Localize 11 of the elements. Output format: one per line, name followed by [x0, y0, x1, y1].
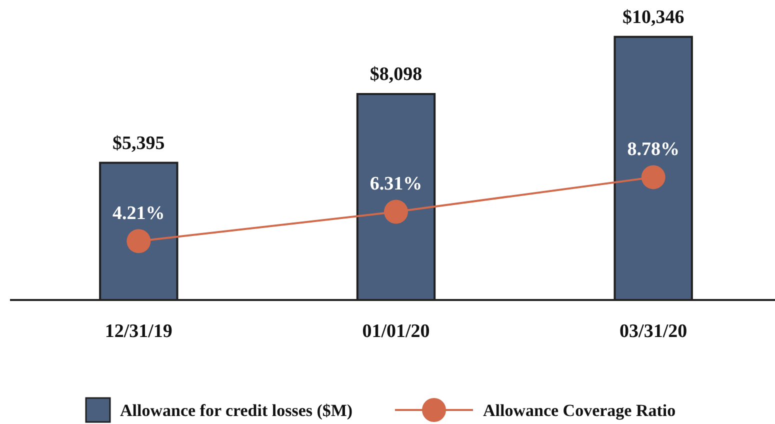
data-label: $8,098 [370, 64, 422, 86]
data-label: $5,395 [112, 132, 165, 154]
data-label: 8.78% [627, 139, 680, 160]
data-label: $10,346 [622, 6, 684, 28]
legend-label: Allowance for credit losses ($M) [120, 401, 353, 420]
data-label: 6.31% [370, 174, 422, 195]
x-tick-label: 01/01/20 [362, 321, 430, 342]
legend-label: Allowance Coverage Ratio [483, 401, 676, 420]
x-tick-label: 12/31/19 [104, 321, 172, 342]
x-tick-label: 03/31/20 [620, 321, 688, 342]
data-label: 4.21% [112, 203, 165, 224]
